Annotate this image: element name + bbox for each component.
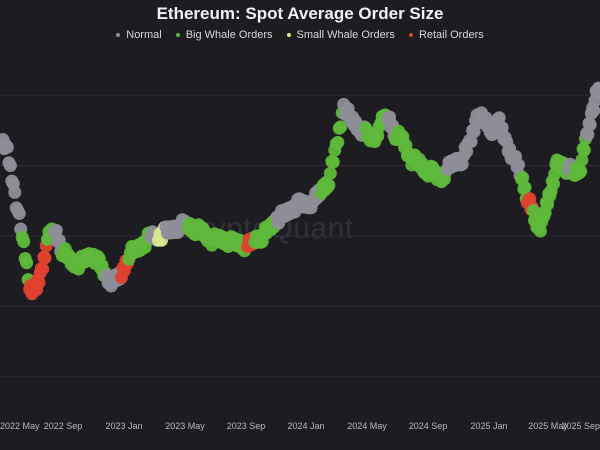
- data-point-10: [8, 185, 22, 199]
- legend: Normal Big Whale Orders Small Whale Orde…: [0, 29, 600, 41]
- data-point-18: [20, 256, 34, 270]
- legend-label-small-whale: Small Whale Orders: [296, 29, 395, 41]
- x-tick-label-3: 2023 May: [165, 421, 205, 431]
- data-point-321: [464, 135, 478, 149]
- data-point-31: [36, 262, 50, 276]
- data-point-233: [334, 120, 348, 134]
- gridlines: [0, 94, 600, 378]
- legend-label-normal: Normal: [126, 29, 162, 41]
- data-point-408: [577, 143, 591, 157]
- legend-item-small-whale[interactable]: Small Whale Orders: [286, 29, 395, 41]
- data-point-226: [323, 166, 337, 180]
- x-tick-label-4: 2023 Sep: [227, 421, 266, 431]
- data-point-356: [516, 171, 530, 185]
- data-point-420: [592, 81, 600, 95]
- data-point-382: [546, 177, 560, 191]
- x-tick-label-2: 2023 Jan: [105, 421, 142, 431]
- data-point-353: [512, 158, 526, 172]
- data-point-41: [49, 223, 63, 237]
- data-point-28: [32, 275, 46, 289]
- legend-dot-big-whale: [175, 33, 180, 37]
- x-tick-label-5: 2024 Jan: [287, 421, 324, 431]
- data-point-13: [12, 206, 26, 220]
- x-tick-label-0: 2022 May: [0, 421, 40, 431]
- legend-item-retail[interactable]: Retail Orders: [408, 29, 484, 41]
- data-point-7: [3, 159, 17, 173]
- data-point-413: [583, 118, 597, 132]
- legend-dot-retail: [408, 33, 413, 37]
- x-tick-label-9: 2025 May: [528, 421, 568, 431]
- chart-title: Ethereum: Spot Average Order Size: [156, 4, 444, 23]
- data-point-5: [0, 140, 14, 154]
- data-point-340: [492, 111, 506, 125]
- legend-label-retail: Retail Orders: [418, 29, 484, 41]
- legend-item-normal[interactable]: Normal: [116, 29, 162, 41]
- legend-item-big-whale[interactable]: Big Whale Orders: [175, 29, 273, 41]
- x-tick-label-10: 2025 Sep: [561, 421, 600, 431]
- x-tick-label-6: 2024 May: [347, 421, 387, 431]
- data-point-16: [17, 235, 31, 249]
- x-tick-label-1: 2022 Sep: [44, 421, 83, 431]
- data-point-416: [587, 104, 600, 118]
- legend-label-big-whale: Big Whale Orders: [185, 29, 273, 41]
- data-point-342: [495, 121, 509, 135]
- data-point-406: [575, 153, 589, 167]
- x-tick-label-8: 2025 Jan: [470, 421, 507, 431]
- data-points: [0, 81, 600, 301]
- x-axis-ticks: 2022 May 2022 Sep 2023 Jan 2023 May 2023 Sep…: [0, 421, 600, 431]
- data-point-228: [326, 155, 340, 169]
- data-point-411: [581, 128, 595, 142]
- data-point-33: [38, 251, 52, 265]
- data-point-225: [322, 178, 336, 192]
- legend-dot-normal: [116, 33, 121, 37]
- data-point-358: [518, 180, 532, 194]
- legend-dot-small-whale: [286, 33, 291, 37]
- data-point-405: [574, 164, 588, 178]
- x-tick-label-7: 2024 Sep: [409, 421, 448, 431]
- data-point-231: [331, 135, 345, 149]
